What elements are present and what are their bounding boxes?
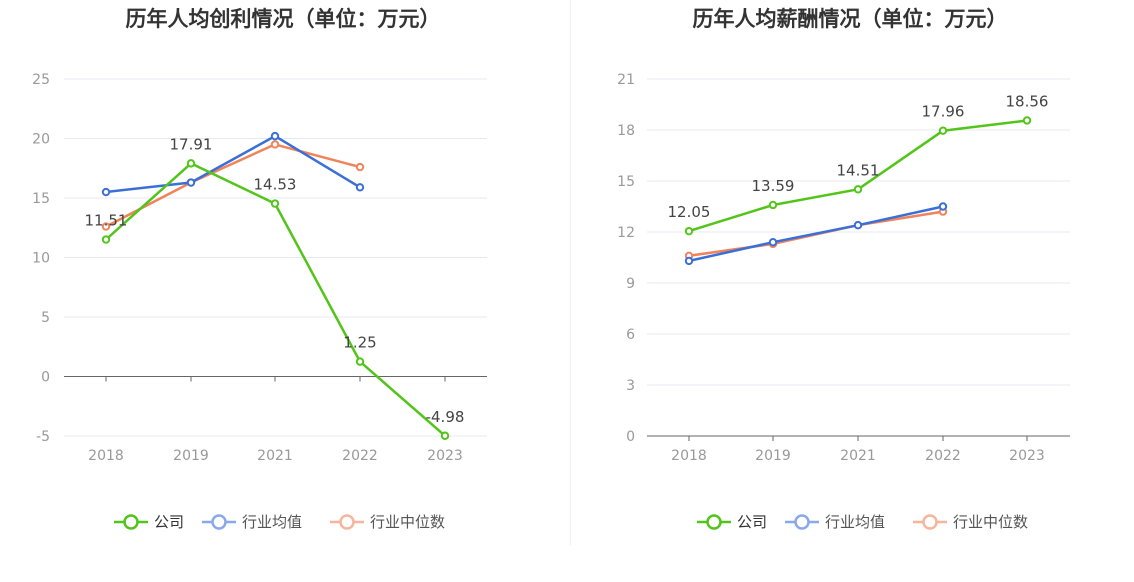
data-label: 13.59 (752, 177, 795, 195)
panel-divider (570, 0, 571, 545)
data-point (853, 221, 863, 230)
data-label: 1.25 (343, 334, 376, 352)
data-point (101, 187, 111, 197)
legend-industry-avg[interactable]: 行业均值 (785, 513, 885, 531)
data-point (938, 202, 948, 211)
legend-label: 公司 (737, 513, 767, 531)
y-tick-label: 12 (617, 225, 635, 241)
x-tick-label: 2022 (342, 448, 378, 464)
chart-title: 历年人均创利情况（单位：万元） (126, 7, 441, 31)
y-tick-label: 21 (617, 72, 635, 88)
y-tick-label: 9 (626, 276, 635, 292)
x-tick-label: 2021 (840, 448, 876, 464)
series-line-industry-median (105, 143, 361, 228)
legend-marker-icon (123, 514, 139, 530)
y-tick-label: 25 (32, 72, 50, 88)
legend-marker-icon (706, 514, 722, 530)
x-tick-label: 2019 (173, 448, 209, 464)
data-label: 14.51 (837, 161, 880, 179)
legend-company[interactable]: 公司 (697, 513, 767, 531)
y-tick-label: 15 (32, 191, 50, 207)
data-point (768, 200, 778, 210)
data-point (853, 185, 863, 194)
y-tick-label: 3 (626, 378, 635, 394)
data-point (270, 140, 280, 149)
series-line-industry-avg (105, 134, 361, 194)
data-point (186, 178, 196, 187)
chart-panel-profit: 历年人均创利情况（单位：万元） -5 0 5 10 15 20 25 2018 2019 2021 2… (32, 7, 487, 531)
legend-industry-median[interactable]: 行业中位数 (330, 513, 445, 531)
legend-marker-icon (339, 514, 355, 530)
data-point (355, 183, 365, 192)
data-label: 14.53 (254, 176, 297, 194)
chart-title: 历年人均薪酬情况（单位：万元） (693, 7, 1008, 31)
data-label: 12.05 (668, 203, 711, 221)
x-tick-label: 2023 (427, 448, 463, 464)
data-label: 17.96 (922, 103, 965, 121)
data-point (270, 131, 280, 141)
legend-company[interactable]: 公司 (114, 513, 184, 531)
data-point (355, 162, 365, 172)
x-tick-label: 2023 (1009, 448, 1045, 464)
data-point (355, 357, 365, 366)
legend-label: 行业均值 (825, 513, 885, 531)
data-point (186, 159, 196, 168)
series-line-industry-avg (688, 205, 944, 263)
data-point (938, 126, 948, 135)
y-tick-label: 20 (32, 132, 50, 148)
legend-industry-avg[interactable]: 行业均值 (202, 513, 302, 531)
profit-chart-svg: 历年人均创利情况（单位：万元） -5 0 5 10 15 20 25 2018 2019 2021 2… (32, 7, 487, 531)
data-label: 18.56 (1006, 92, 1049, 110)
legend-label: 行业中位数 (953, 513, 1028, 531)
data-point (684, 226, 694, 236)
y-tick-label: 6 (626, 327, 635, 343)
x-tick-label: 2018 (671, 448, 707, 464)
data-point (1022, 116, 1032, 125)
data-point (101, 235, 111, 244)
x-tick-label: 2021 (257, 448, 293, 464)
chart-panel-salary: 历年人均薪酬情况（单位：万元） 0 3 6 9 12 15 18 21 2018 2019 2021 2… (567, 0, 1134, 582)
data-label: 17.91 (170, 135, 213, 153)
legend-label: 公司 (154, 513, 184, 531)
y-tick-label: 15 (617, 174, 635, 190)
y-tick-label: 10 (32, 251, 50, 267)
data-label: 11.51 (85, 212, 128, 230)
x-tick-label: 2019 (755, 448, 791, 464)
x-tick-label: 2018 (88, 448, 124, 464)
legend-label: 行业均值 (242, 513, 302, 531)
y-tick-label: 0 (626, 429, 635, 445)
data-point (684, 256, 694, 266)
legend-label: 行业中位数 (370, 513, 445, 531)
data-point (768, 238, 778, 247)
legend-marker-icon (794, 514, 810, 530)
y-tick-label: -5 (36, 429, 50, 445)
data-point (101, 222, 111, 231)
data-point (440, 431, 450, 440)
y-tick-label: 0 (41, 370, 50, 386)
legend-marker-icon (922, 514, 938, 530)
y-tick-label: 18 (617, 123, 635, 139)
x-tick-label: 2022 (925, 448, 961, 464)
data-label: -4.98 (426, 408, 465, 426)
y-tick-label: 5 (41, 310, 50, 326)
legend-marker-icon (211, 514, 227, 530)
legend-industry-median[interactable]: 行业中位数 (913, 513, 1028, 531)
data-point (270, 199, 280, 208)
salary-chart-svg: 历年人均薪酬情况（单位：万元） 0 3 6 9 12 15 18 21 2018 2019 2021 2… (617, 7, 1070, 531)
